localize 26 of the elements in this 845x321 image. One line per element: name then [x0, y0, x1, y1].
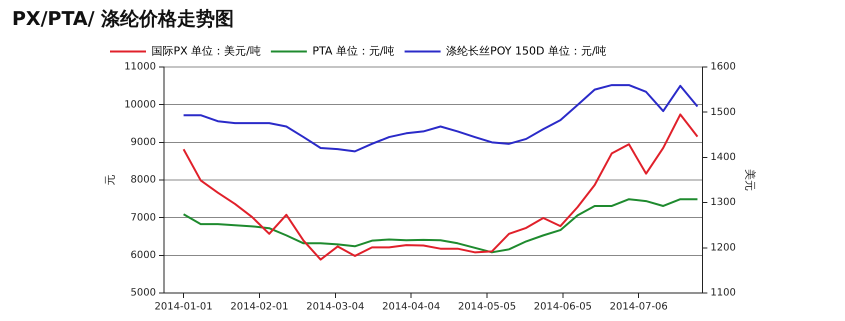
y2-tick-label: 1300 [710, 197, 736, 208]
legend-label: PTA 单位：元/吨 [312, 44, 395, 58]
y2-axis-title: 美元 [744, 169, 757, 191]
legend-label: 国际PX 单位：美元/吨 [152, 44, 261, 58]
y-tick-label: 10000 [124, 99, 156, 110]
y-tick-label: 9000 [130, 136, 156, 148]
y-tick-label: 7000 [130, 212, 156, 224]
chart-title: PX/PTA/ 涤纶价格走势图 [12, 7, 234, 32]
x-tick-label: 2014-04-04 [382, 302, 440, 313]
x-tick-label: 2014-02-01 [230, 302, 289, 313]
y2-tick-label: 1600 [710, 62, 736, 73]
x-tick-label: 2014-01-01 [154, 302, 213, 313]
y-tick-label: 5000 [130, 288, 156, 299]
x-tick-label: 2014-05-05 [458, 302, 516, 313]
x-tick-label: 2014-07-06 [610, 302, 668, 313]
x-tick-label: 2014-03-04 [306, 302, 364, 313]
y-tick-label: 6000 [130, 250, 156, 261]
x-tick-label: 2014-06-05 [534, 302, 592, 313]
legend-label: 涤纶长丝POY 150D 单位：元/吨 [446, 44, 607, 58]
y2-tick-label: 1400 [710, 152, 736, 163]
y-axis-title: 元 [103, 174, 116, 186]
y-tick-label: 8000 [130, 174, 156, 186]
y2-tick-label: 1200 [710, 242, 736, 254]
y2-tick-label: 1500 [710, 106, 736, 118]
y2-tick-label: 1100 [710, 288, 736, 299]
y-tick-label: 11000 [124, 62, 156, 73]
